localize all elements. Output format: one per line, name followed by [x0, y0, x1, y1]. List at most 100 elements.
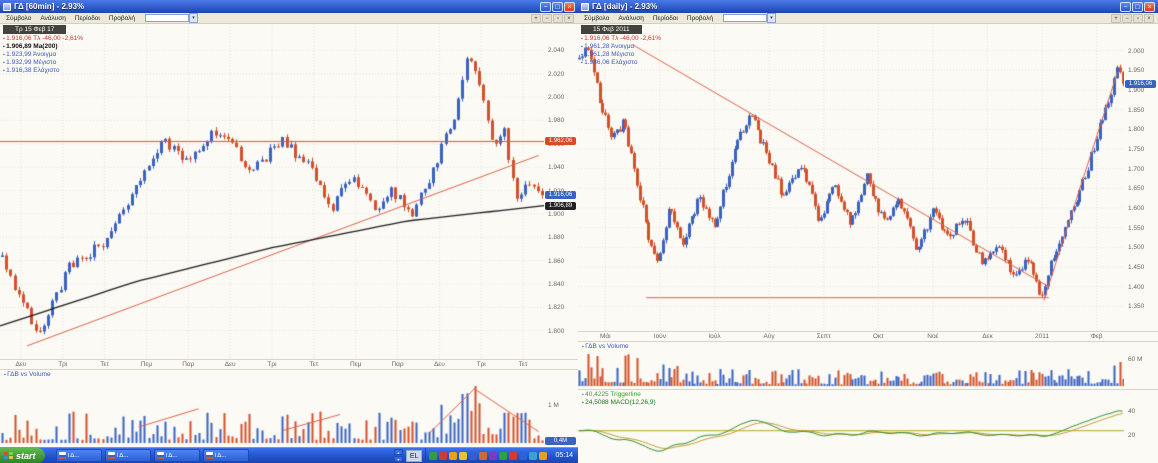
minimize-button[interactable]: − — [540, 1, 551, 12]
scroll-down-icon[interactable]: ▾ — [393, 456, 403, 462]
right-volume-scale[interactable]: 60 M — [1124, 342, 1158, 389]
time-axis-label: Τετ — [309, 361, 319, 368]
price-axis-label: 1.750 — [1128, 145, 1145, 153]
tray-icon[interactable] — [449, 451, 458, 460]
dropdown-arrow-icon[interactable]: ▾ — [766, 13, 776, 23]
price-axis-label: 1.800 — [1128, 126, 1145, 134]
symbol-input[interactable] — [144, 14, 189, 22]
tray-icon[interactable] — [539, 451, 548, 460]
taskbar-window-button[interactable]: ΓΔ... — [55, 449, 102, 462]
zoom-out-icon[interactable]: − — [1122, 13, 1132, 23]
taskbar-window-button[interactable]: ΓΔ... — [153, 449, 200, 462]
price-axis-label: 1.820 — [548, 304, 565, 312]
menu-item[interactable]: Σύμβολο — [584, 14, 610, 22]
close-button[interactable]: × — [1144, 1, 1155, 12]
time-axis-label: Ιούν — [653, 333, 666, 340]
zoom-in-icon[interactable]: + — [1111, 13, 1121, 23]
start-button[interactable]: start — [0, 448, 45, 463]
dropdown-arrow-icon[interactable]: ▾ — [188, 13, 198, 23]
menu-item[interactable]: Περίοδοι — [652, 14, 678, 22]
right-time-axis[interactable]: Μάι Ιούν Ιούλ Αύγ Σεπτ Οκτ Νοέ Δεκ 2011 Φεβ — [578, 331, 1158, 342]
price-axis-label: 1.980 — [548, 117, 565, 125]
grid-icon[interactable]: ▫ — [553, 13, 563, 23]
time-axis-label: 2011 — [1035, 333, 1050, 340]
time-axis-label: Φεβ — [1090, 333, 1103, 340]
tray-icon[interactable] — [489, 451, 498, 460]
scroll-up-icon[interactable]: ▴ — [393, 449, 403, 455]
time-axis-label: Μάι — [599, 333, 611, 340]
taskbar-scroll-buttons[interactable]: ▴ ▾ — [393, 449, 403, 462]
tray-icon[interactable] — [469, 451, 478, 460]
taskbar-window-button[interactable]: ΓΔ... — [104, 449, 151, 462]
time-axis-label: Τρι — [58, 361, 68, 368]
tray-icon[interactable] — [519, 451, 528, 460]
volume-legend: ΓΔΒ vs Volume — [4, 371, 50, 378]
taskbar-button-label: ΓΔ... — [214, 452, 227, 459]
price-axis-label: 1.840 — [548, 280, 565, 288]
tray-icon[interactable] — [509, 451, 518, 460]
language-indicator[interactable]: EL — [405, 449, 423, 462]
trigger-legend: 40,4225 Triggerline — [582, 391, 641, 398]
tray-icon[interactable] — [529, 451, 538, 460]
macd-pane: 40,4225 Triggerline 24,5088 MACD(12,26,9… — [578, 389, 1158, 463]
volume-chart-canvas[interactable] — [0, 370, 544, 447]
right-volume-pane: ΓΔΒ vs Volume 60 M — [578, 342, 1158, 389]
symbol-input[interactable] — [722, 14, 767, 22]
open-line: 1.961,28 Άνοιγμα — [581, 43, 661, 51]
right-window-titlebar[interactable]: ΓΔ [daily] - 2.93% − □ × — [578, 0, 1158, 13]
tray-icon[interactable] — [439, 451, 448, 460]
time-axis-label: Τετ — [100, 361, 109, 368]
ma-legend-line: 1.906,89 Ma(200) — [3, 43, 83, 51]
price-axis-label: 1.600 — [1128, 204, 1145, 212]
macd-chart-canvas[interactable] — [578, 390, 1124, 463]
tray-icon[interactable] — [459, 451, 468, 460]
windows-logo-icon — [4, 452, 13, 459]
menu-item[interactable]: Προβολή — [686, 14, 713, 22]
time-axis-label: Τρι — [476, 361, 486, 368]
grid-icon[interactable]: ▫ — [1133, 13, 1143, 23]
chart-window-icon — [205, 452, 213, 459]
maximize-button[interactable]: □ — [552, 1, 563, 12]
right-price-scale[interactable]: 2.000 1.950 1.900 1.850 1.800 1.750 1.700 1.650… — [1124, 24, 1158, 331]
close-button[interactable]: × — [564, 1, 575, 12]
price-chart-canvas[interactable] — [0, 24, 544, 359]
chart-toolbar: + − ▫ × — [531, 13, 576, 23]
macd-scale[interactable]: 40 20 — [1124, 390, 1158, 463]
left-price-scale[interactable]: 2.0402.0202.0001.9801.9601.9401.9201.900… — [544, 24, 578, 359]
volume-chart-canvas[interactable] — [578, 342, 1124, 389]
menu-item[interactable]: Σύμβολο — [6, 14, 32, 22]
zoom-out-icon[interactable]: − — [542, 13, 552, 23]
zoom-in-icon[interactable]: + — [531, 13, 541, 23]
tray-icon[interactable] — [499, 451, 508, 460]
price-axis-label: 1.850 — [1128, 106, 1145, 114]
tray-icon[interactable] — [429, 451, 438, 460]
time-axis-label: Πεμ — [350, 361, 362, 368]
chart-toolbar: + − ▫ × — [1111, 13, 1156, 23]
taskbar-button-label: ΓΔ... — [165, 452, 178, 459]
menu-item[interactable]: Περίοδοι — [74, 14, 100, 22]
price-tag-last: 1.916,06 — [1125, 79, 1156, 88]
left-volume-pane: ΓΔΒ vs Volume 1 M 0,4M — [0, 370, 578, 447]
menu-item[interactable]: Προβολή — [108, 14, 135, 22]
right-chart-legend: 15 Φεβ 2011 1.916,06 Τλ -46,00 -2,61% 1.… — [581, 25, 661, 67]
left-window-titlebar[interactable]: ΓΔ [60min] - 2.93% − □ × — [0, 0, 578, 13]
tray-icon[interactable] — [479, 451, 488, 460]
time-axis-label: Τετ — [518, 361, 528, 368]
left-volume-scale[interactable]: 1 M 0,4M — [544, 370, 578, 447]
taskbar-window-button[interactable]: ΓΔ... — [202, 449, 249, 462]
panel-close-icon[interactable]: × — [1144, 13, 1154, 23]
left-window-title: ΓΔ [60min] - 2.93% — [14, 2, 85, 11]
left-time-axis[interactable]: Δευ Τρι Τετ Πεμ Παρ Δευ Τρι Τετ Πεμ Παρ Δευ Τρι Τετ — [0, 359, 578, 370]
price-axis-label: 1.400 — [1128, 283, 1145, 291]
open-line: 1.923,99 Άνοιγμα — [3, 51, 83, 59]
menu-item[interactable]: Ανάλυση — [40, 14, 66, 22]
maximize-button[interactable]: □ — [1132, 1, 1143, 12]
menu-item[interactable]: Ανάλυση — [618, 14, 644, 22]
price-chart-canvas[interactable] — [578, 24, 1124, 331]
minimize-button[interactable]: − — [1120, 1, 1131, 12]
panel-close-icon[interactable]: × — [564, 13, 574, 23]
price-tag-ref: 1.962,06 — [545, 137, 576, 146]
taskbar-window-buttons: ΓΔ... ΓΔ... ΓΔ... ΓΔ... — [55, 449, 249, 462]
left-menu-items: Σύμβολο Ανάλυση Περίοδοι Προβολή — [2, 15, 139, 22]
taskbar-clock[interactable]: 05:14 — [555, 452, 573, 459]
